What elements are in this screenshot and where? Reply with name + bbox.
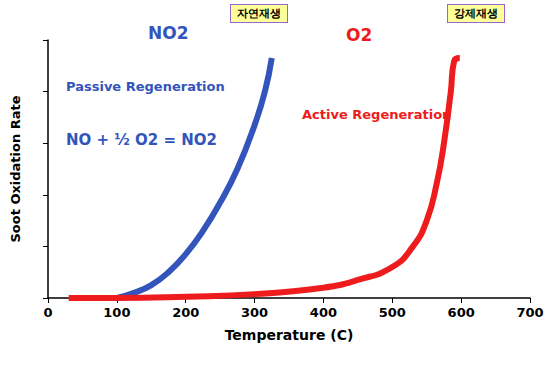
- svg-text:700: 700: [516, 305, 543, 320]
- svg-text:O2: O2: [346, 25, 372, 45]
- svg-text:Temperature (C): Temperature (C): [225, 327, 354, 343]
- svg-text:300: 300: [241, 305, 268, 320]
- svg-text:200: 200: [172, 305, 199, 320]
- svg-text:400: 400: [310, 305, 337, 320]
- svg-text:Soot Oxidation Rate: Soot Oxidation Rate: [8, 95, 23, 242]
- svg-text:자연재생: 자연재생: [237, 7, 281, 20]
- svg-text:NO2: NO2: [148, 23, 189, 43]
- svg-text:NO + ½ O2 = NO2: NO + ½ O2 = NO2: [66, 131, 217, 149]
- svg-text:100: 100: [103, 305, 130, 320]
- svg-text:Passive Regeneration: Passive Regeneration: [66, 79, 225, 94]
- svg-text:500: 500: [379, 305, 406, 320]
- svg-text:Active Regeneration: Active Regeneration: [302, 107, 451, 122]
- svg-text:0: 0: [43, 305, 52, 320]
- svg-text:강제재생: 강제재생: [454, 7, 498, 20]
- svg-text:600: 600: [448, 305, 475, 320]
